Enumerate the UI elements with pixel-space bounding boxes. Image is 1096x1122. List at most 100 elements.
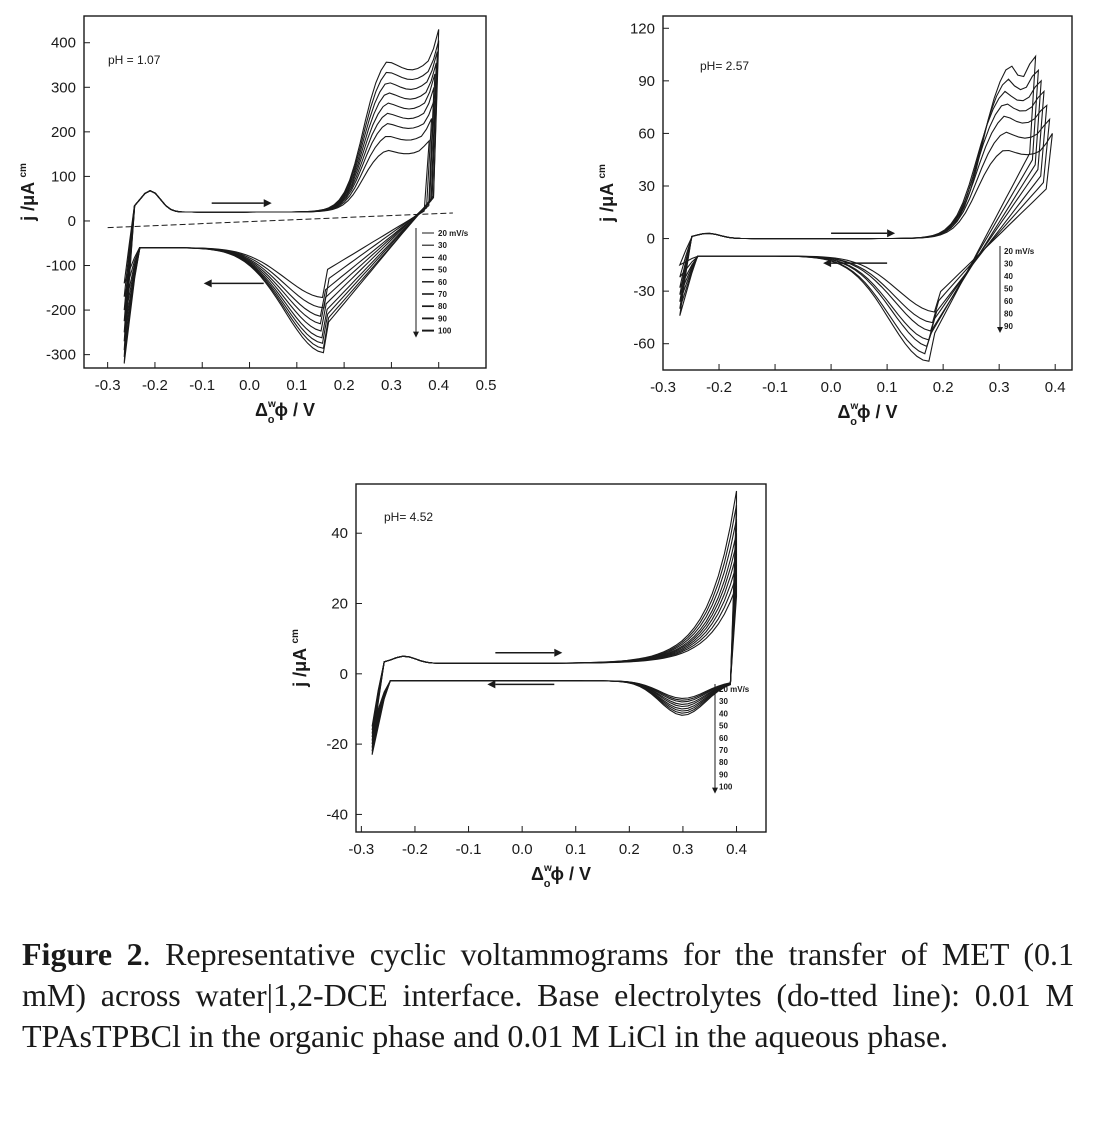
ph-annotation: pH= 2.57 bbox=[700, 59, 749, 73]
plot-frame bbox=[83, 15, 487, 369]
series-line-7 bbox=[679, 54, 1037, 362]
x-tick-label: -0.3 bbox=[348, 841, 374, 858]
reverse-arrowhead bbox=[203, 279, 212, 288]
legend-scan-arrowhead bbox=[997, 327, 1003, 333]
x-tick-label: 0.1 bbox=[286, 377, 307, 394]
legend: 20 mV/s 30 40 50 60 70 80 90 100 bbox=[413, 228, 469, 338]
chart-panel-1: -0.3 -0.2 -0.1 0.0 0.1 0.2 0.3 0.4 0.5 -300 -200 -1… bbox=[18, 15, 497, 426]
y-tick-label: -200 bbox=[46, 302, 76, 319]
x-tick-label: 0.3 bbox=[989, 379, 1010, 396]
x-tick-label: 0.2 bbox=[619, 841, 640, 858]
plot-frame bbox=[662, 15, 1073, 371]
legend-entry: 80 bbox=[438, 302, 447, 311]
legend: 20 mV/s 30 40 50 60 70 80 90 100 bbox=[712, 684, 750, 794]
legend-entry: 90 bbox=[438, 314, 447, 323]
x-tick-label: 0.4 bbox=[1045, 379, 1066, 396]
series-line-6 bbox=[371, 533, 738, 745]
chart-panel-2: -0.3 -0.2 -0.1 0.0 0.1 0.2 0.3 0.4 -60 -30 0 30 60 90… bbox=[597, 15, 1073, 428]
legend-entry: 30 bbox=[438, 241, 447, 250]
series-line-5 bbox=[123, 73, 436, 333]
y-tick-label: 20 bbox=[331, 596, 348, 613]
y-axis-label: j /μA cm bbox=[597, 164, 617, 223]
legend-entry: 20 mV/s bbox=[438, 229, 469, 238]
legend-entry: 70 bbox=[438, 290, 447, 299]
chart-panel-3: -0.3 -0.2 -0.1 0.0 0.1 0.2 0.3 0.4 -40 -20 0 20 40 Δw… bbox=[290, 483, 767, 890]
legend-entry: 30 bbox=[719, 697, 728, 706]
y-tick-label: 120 bbox=[630, 20, 655, 37]
y-tick-label: 0 bbox=[647, 231, 655, 248]
series-line-2 bbox=[123, 118, 433, 309]
x-tick-label: 0.1 bbox=[565, 841, 586, 858]
legend-entry: 30 bbox=[1004, 260, 1013, 269]
series-line-4 bbox=[679, 89, 1045, 341]
x-tick-label: -0.1 bbox=[189, 377, 215, 394]
forward-arrowhead bbox=[887, 229, 896, 238]
x-tick-label: -0.1 bbox=[456, 841, 482, 858]
legend-scan-arrowhead bbox=[413, 331, 419, 338]
y-tick-label: 60 bbox=[638, 125, 655, 142]
y-axis-label: j /μA cm bbox=[290, 629, 310, 688]
legend-entry: 50 bbox=[438, 266, 447, 275]
legend-entry: 90 bbox=[1004, 322, 1013, 331]
series-line-4 bbox=[371, 554, 738, 738]
reverse-arrowhead bbox=[823, 259, 832, 268]
x-tick-label: -0.1 bbox=[762, 379, 788, 396]
plot-frame bbox=[355, 483, 767, 833]
x-tick-label: -0.2 bbox=[706, 379, 732, 396]
ph-annotation: pH = 1.07 bbox=[108, 53, 161, 67]
x-tick-label: 0.2 bbox=[933, 379, 954, 396]
legend-entry: 50 bbox=[1004, 285, 1013, 294]
legend-entry: 40 bbox=[719, 709, 728, 718]
series-line-5 bbox=[679, 79, 1042, 348]
x-tick-label: -0.2 bbox=[402, 841, 428, 858]
x-tick-label: 0.2 bbox=[334, 377, 355, 394]
legend-entry: 90 bbox=[719, 770, 728, 779]
legend-entry: 70 bbox=[719, 746, 728, 755]
legend-entry: 20 mV/s bbox=[719, 685, 750, 694]
x-tick-label: -0.3 bbox=[95, 377, 121, 394]
ph-annotation: pH= 4.52 bbox=[384, 510, 433, 524]
y-tick-label: -300 bbox=[46, 347, 76, 364]
legend-entry: 60 bbox=[1004, 297, 1013, 306]
y-tick-label: -60 bbox=[633, 336, 655, 353]
y-tick-label: 90 bbox=[638, 73, 655, 90]
reverse-arrowhead bbox=[487, 680, 496, 689]
series-line-4 bbox=[123, 87, 435, 325]
series-line-3 bbox=[123, 100, 435, 318]
y-tick-label: 300 bbox=[51, 79, 76, 96]
y-tick-label: 0 bbox=[68, 213, 76, 230]
series-line-1 bbox=[371, 585, 738, 727]
x-tick-label: 0.1 bbox=[877, 379, 898, 396]
x-tick-label: 0.0 bbox=[512, 841, 533, 858]
x-tick-label: 0.3 bbox=[381, 377, 402, 394]
legend-entry: 60 bbox=[719, 734, 728, 743]
series-line-3 bbox=[679, 104, 1048, 332]
legend-entry: 40 bbox=[1004, 272, 1013, 281]
series-line-8 bbox=[371, 504, 738, 752]
legend-entry: 60 bbox=[438, 278, 447, 287]
x-tick-label: -0.3 bbox=[650, 379, 676, 396]
figure-2-voltammograms: -0.3 -0.2 -0.1 0.0 0.1 0.2 0.3 0.4 0.5 -300 -200 -1… bbox=[18, 15, 1073, 890]
x-tick-label: 0.4 bbox=[428, 377, 449, 394]
legend-entry: 80 bbox=[719, 758, 728, 767]
legend-entry: 40 bbox=[438, 253, 447, 262]
y-tick-label: 400 bbox=[51, 35, 76, 52]
series-line-8 bbox=[123, 40, 440, 357]
y-tick-label: -100 bbox=[46, 258, 76, 275]
x-tick-label: 0.5 bbox=[476, 377, 497, 394]
legend-entry: 50 bbox=[719, 722, 728, 731]
y-tick-label: 0 bbox=[340, 666, 348, 683]
legend-entry: 20 mV/s bbox=[1004, 247, 1035, 256]
y-axis-label: j /μA cm bbox=[18, 163, 38, 222]
series-line-9 bbox=[371, 490, 738, 755]
legend-scan-arrowhead bbox=[712, 787, 718, 794]
y-tick-label: 40 bbox=[331, 525, 348, 542]
x-tick-label: 0.0 bbox=[239, 377, 260, 394]
legend-entry: 100 bbox=[438, 327, 452, 336]
y-tick-label: 30 bbox=[638, 178, 655, 195]
series-line-1 bbox=[123, 139, 430, 299]
x-axis-label: Δw oϕ / V bbox=[531, 863, 591, 890]
forward-arrowhead bbox=[554, 648, 563, 657]
y-tick-label: -40 bbox=[326, 806, 348, 823]
y-tick-label: 100 bbox=[51, 168, 76, 185]
